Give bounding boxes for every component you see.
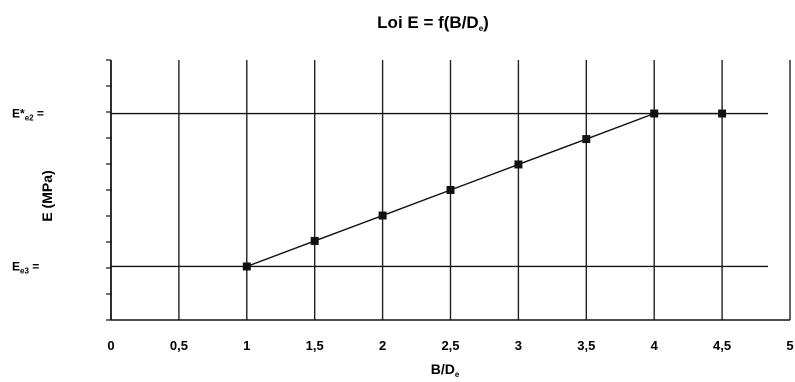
x-tick-label: 0,5 [170, 338, 188, 353]
x-tick-label: 3,5 [577, 338, 595, 353]
x-tick-label: 2,5 [441, 338, 459, 353]
x-tick-label: 1,5 [306, 338, 324, 353]
reference-label: E*e2 = [12, 107, 44, 123]
series-line [246, 112, 723, 268]
plot-frame [106, 59, 790, 321]
data-point [650, 109, 659, 118]
data-point [378, 211, 387, 220]
x-tick-label: 1 [243, 338, 250, 353]
x-tick-label: 5 [786, 338, 793, 353]
data-point [310, 236, 319, 245]
data-point [242, 262, 251, 271]
data-point [718, 109, 727, 118]
data-point [582, 135, 591, 144]
x-tick-label: 4 [651, 338, 659, 353]
y-axis-label: E (MPa) [39, 170, 55, 221]
x-tick-label: 3 [515, 338, 522, 353]
x-tick-label: 4,5 [713, 338, 731, 353]
chart-title: Loi E = f(B/De) [377, 13, 489, 33]
x-axis-label: B/De [431, 361, 460, 379]
data-point [514, 160, 523, 169]
data-point [446, 186, 455, 194]
reference-label: Ee3 = [12, 259, 39, 275]
data-series [242, 109, 727, 271]
x-tick-label: 0 [107, 338, 114, 353]
x-tick-label: 2 [379, 338, 386, 353]
x-tick-labels: 0 0,5 1 1,5 2 2,5 3 3,5 4 4,5 5 [107, 338, 793, 353]
